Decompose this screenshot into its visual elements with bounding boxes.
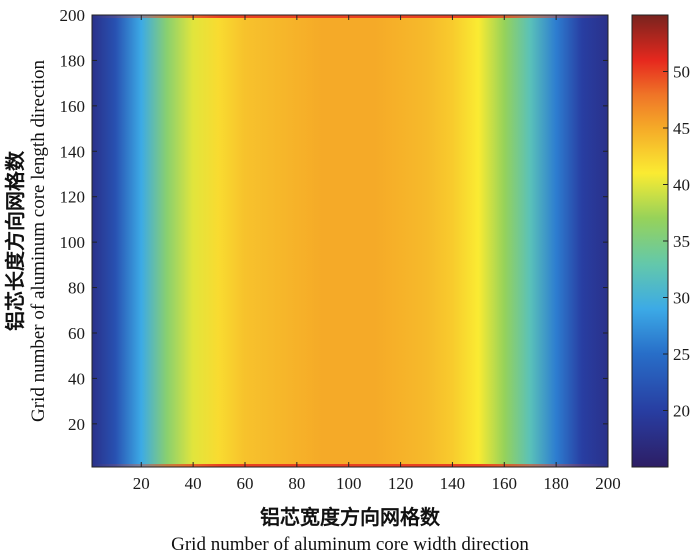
y-tick-label: 180 bbox=[60, 51, 86, 70]
plot-frame bbox=[91, 14, 609, 468]
x-tick-label: 40 bbox=[185, 474, 202, 493]
heatmap-area bbox=[92, 15, 608, 467]
y-tick-label: 80 bbox=[68, 279, 85, 298]
y-axis-label-en: Grid number of aluminum core length dire… bbox=[28, 60, 49, 422]
colorbar-ticks: 20 25 30 35 40 45 50 bbox=[663, 63, 690, 421]
y-tick-label: 40 bbox=[68, 369, 85, 388]
bottom-edge-band bbox=[92, 464, 608, 467]
colorbar-tick-label: 45 bbox=[673, 119, 690, 138]
y-tick-label: 120 bbox=[60, 188, 86, 207]
x-axis-ticks: 20 40 60 80 100 120 140 160 180 200 bbox=[133, 15, 621, 493]
colorbar-tick-label: 40 bbox=[673, 176, 690, 195]
x-tick-label: 200 bbox=[595, 474, 621, 493]
colorbar-tick-label: 20 bbox=[673, 402, 690, 421]
colorbar-tick-label: 30 bbox=[673, 289, 690, 308]
x-axis-label-cn: 铝芯宽度方向网格数 bbox=[260, 505, 441, 529]
y-tick-label: 100 bbox=[60, 233, 86, 252]
x-tick-label: 140 bbox=[440, 474, 466, 493]
top-edge-band bbox=[92, 15, 608, 18]
x-tick-label: 100 bbox=[336, 474, 362, 493]
y-tick-label: 60 bbox=[68, 324, 85, 343]
colorbar-tick-label: 35 bbox=[673, 232, 690, 251]
x-tick-label: 180 bbox=[543, 474, 569, 493]
colorbar bbox=[631, 14, 669, 468]
y-tick-label: 20 bbox=[68, 415, 85, 434]
y-axis-ticks: 20 40 60 80 100 120 140 160 180 200 bbox=[60, 6, 608, 434]
y-tick-label: 140 bbox=[60, 142, 86, 161]
x-tick-label: 80 bbox=[288, 474, 305, 493]
y-tick-label: 160 bbox=[60, 97, 86, 116]
x-tick-label: 160 bbox=[492, 474, 518, 493]
colorbar-tick-label: 50 bbox=[673, 63, 690, 82]
colorbar-tick-label: 25 bbox=[673, 345, 690, 364]
x-axis-label-en: Grid number of aluminum core width direc… bbox=[171, 534, 529, 555]
y-tick-label: 200 bbox=[60, 6, 86, 25]
y-axis-label-cn: 铝芯长度方向网格数 bbox=[3, 150, 27, 331]
x-tick-label: 120 bbox=[388, 474, 414, 493]
x-tick-label: 60 bbox=[236, 474, 253, 493]
x-tick-label: 20 bbox=[133, 474, 150, 493]
